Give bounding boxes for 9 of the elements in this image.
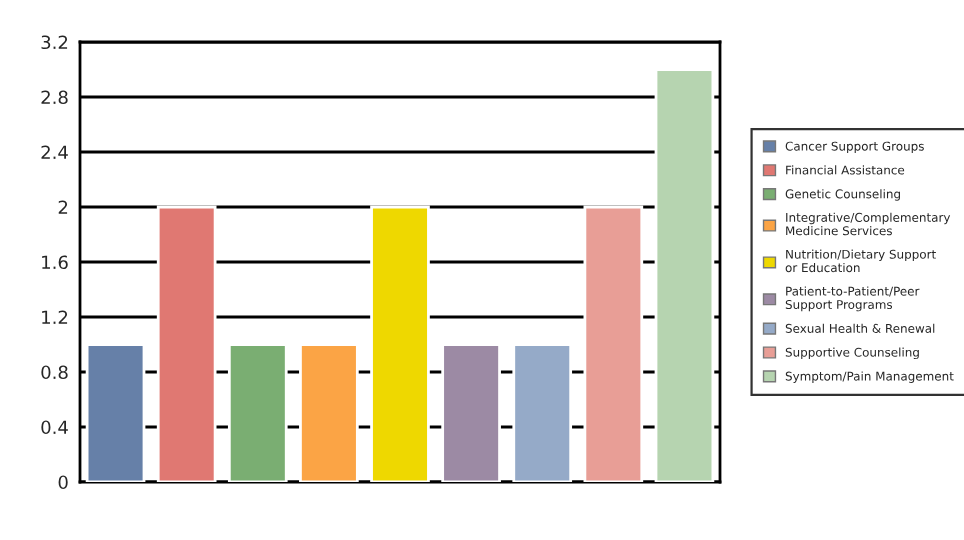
y-tick-label: 0.4 [41, 420, 68, 435]
y-tick-label: 1.6 [42, 255, 68, 270]
y-tick-label: 2.4 [41, 145, 68, 159]
y-tick-label: 0.8 [41, 365, 68, 380]
y-tick-label: 2 [58, 200, 68, 214]
y-tick-label: 1.2 [42, 310, 68, 324]
y-tick-label: 0 [58, 475, 68, 490]
y-tick-label: 3.2 [41, 35, 68, 50]
y-tick-label: 2.8 [41, 90, 68, 105]
